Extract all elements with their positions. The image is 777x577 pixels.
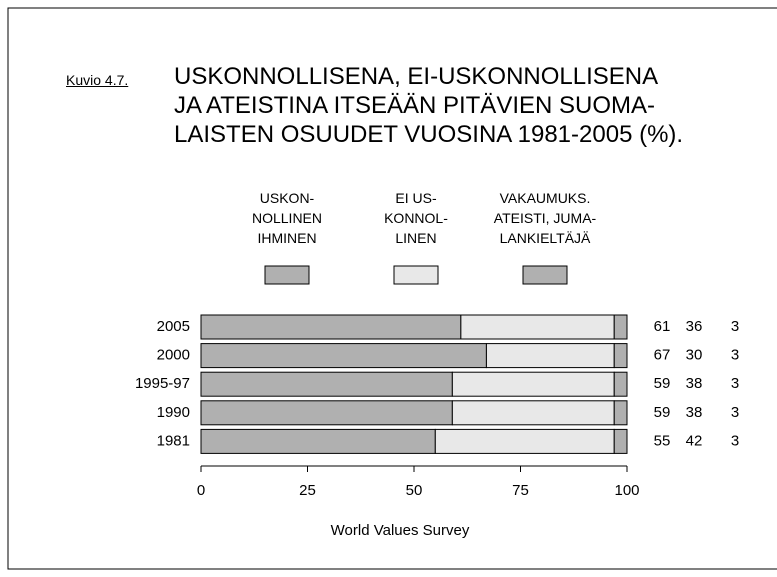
y-tick-label: 2005	[157, 318, 190, 335]
bar-segment	[451, 400, 615, 426]
bar-segment	[434, 428, 615, 454]
bar-segment	[613, 371, 628, 397]
value-label: 59	[654, 404, 671, 421]
value-label: 3	[731, 375, 739, 392]
legend-label: VAKAUMUKS. ATEISTI, JUMA- LANKIELTÄJÄ	[493, 190, 597, 246]
y-tick-label: 1981	[157, 432, 190, 449]
legend-swatch	[264, 265, 310, 285]
x-tick-label: 0	[197, 482, 205, 499]
x-tick-label: 50	[406, 482, 423, 499]
bar-segment	[613, 343, 628, 369]
value-label: 42	[686, 432, 703, 449]
bar-segment	[613, 428, 628, 454]
legend-swatch	[393, 265, 439, 285]
value-label: 38	[686, 404, 703, 421]
value-label: 30	[686, 347, 703, 364]
chart-title: USKONNOLLISENA, EI-USKONNOLLISENA JA ATE…	[174, 63, 684, 148]
bar-segment	[200, 343, 487, 369]
x-tick-label: 100	[614, 482, 639, 499]
bar-segment	[200, 400, 453, 426]
bar-segment	[200, 371, 453, 397]
y-tick-label: 1990	[157, 404, 190, 421]
value-label: 3	[731, 432, 739, 449]
x-tick-label: 25	[299, 482, 316, 499]
source: World Values Survey	[330, 522, 470, 539]
legend-swatch	[522, 265, 568, 285]
legend-label: EI US- KONNOL- LINEN	[384, 190, 448, 246]
legend-label: USKON- NOLLINEN IHMINEN	[251, 190, 323, 246]
frame	[7, 7, 777, 570]
value-label: 38	[686, 375, 703, 392]
bar-segment	[613, 314, 628, 340]
bar-segment	[200, 314, 462, 340]
y-tick-label: 1995-97	[135, 375, 190, 392]
value-label: 3	[731, 404, 739, 421]
bar-segment	[200, 428, 436, 454]
figure-label: Kuvio 4.7.	[66, 72, 129, 88]
bar-segment	[485, 343, 615, 369]
bar-segment	[460, 314, 615, 340]
y-tick-label: 2000	[157, 347, 190, 364]
x-tick-label: 75	[512, 482, 529, 499]
value-label: 59	[654, 375, 671, 392]
value-label: 61	[654, 318, 671, 335]
value-label: 3	[731, 347, 739, 364]
bar-segment	[613, 400, 628, 426]
value-label: 3	[731, 318, 739, 335]
value-label: 67	[654, 347, 671, 364]
value-label: 36	[686, 318, 703, 335]
value-label: 55	[654, 432, 671, 449]
bar-segment	[451, 371, 615, 397]
